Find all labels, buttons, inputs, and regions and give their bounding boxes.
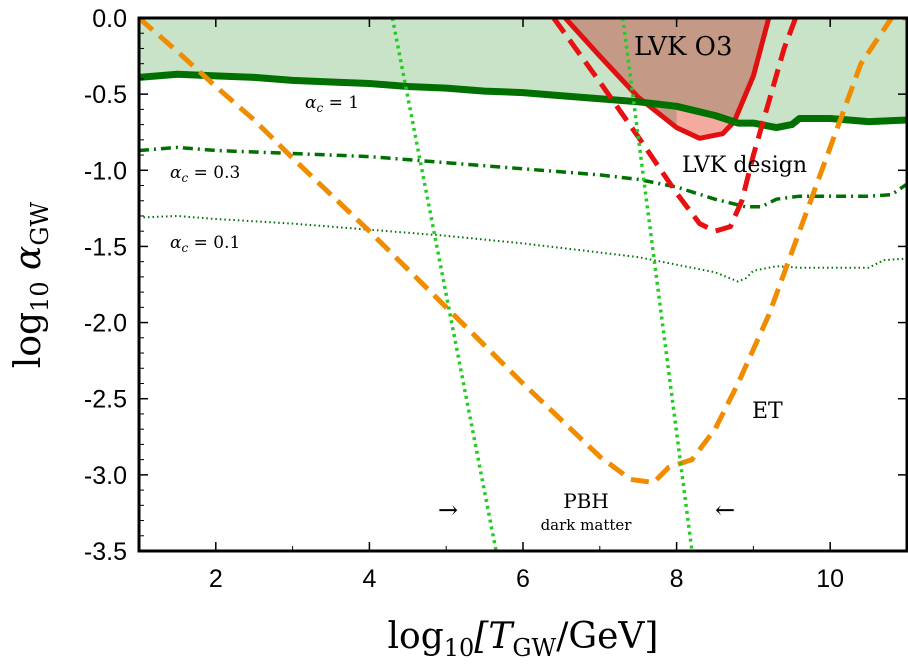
pbh-bound-left	[390, 18, 498, 551]
lvk-o3-inner-region	[676, 106, 735, 139]
alpha1-label: αc = 1	[305, 93, 359, 115]
x-tick-label: 2	[209, 565, 223, 593]
x-tick-label: 10	[816, 565, 844, 593]
plot-area	[139, 18, 907, 551]
arrow-left-label: ←	[715, 496, 735, 524]
lvk-o3-region	[565, 18, 769, 139]
lvk-o3-label: LVK O3	[634, 32, 733, 62]
y-axis-label: log10 αGW	[8, 201, 54, 368]
et-label: ET	[752, 399, 783, 424]
axis-ticks: 2 4 6 8 10 0.0 -0.5 -1.0 -1.5 -2.0 -2.5 -3.0 -3.5	[84, 5, 908, 593]
y-tick-label: -1.0	[84, 157, 127, 185]
lvk-o3-boundary	[563, 18, 772, 141]
x-tick-label: 8	[670, 565, 684, 593]
arrow-right-label: →	[438, 496, 458, 524]
alpha01-label: αc = 0.1	[170, 233, 240, 255]
y-tick-label: -2.0	[84, 310, 127, 338]
lvk-design-label: LVK design	[682, 153, 807, 178]
pbh-bound-right	[621, 18, 694, 551]
alpha-c-0.3-curve	[139, 145, 907, 209]
y-tick-label: 0.0	[92, 5, 127, 33]
y-tick-label: -3.0	[84, 462, 127, 490]
lvk-design-curve	[551, 18, 798, 234]
x-tick-label: 6	[516, 565, 530, 593]
x-tick-label: 4	[362, 565, 376, 593]
y-tick-label: -3.5	[84, 538, 127, 566]
x-axis-label: log10[TGW/GeV]	[388, 616, 659, 662]
y-tick-label: -1.5	[84, 233, 127, 261]
y-tick-label: -2.5	[84, 386, 127, 414]
alpha-c-0.1-curve	[139, 214, 907, 283]
dark-matter-label: dark matter	[541, 516, 633, 534]
alpha03-label: αc = 0.3	[170, 163, 240, 185]
pbh-label: PBH	[563, 489, 609, 513]
alpha-c-1-curve	[139, 70, 907, 132]
y-tick-label: -0.5	[84, 81, 127, 109]
et-curve	[139, 18, 907, 485]
